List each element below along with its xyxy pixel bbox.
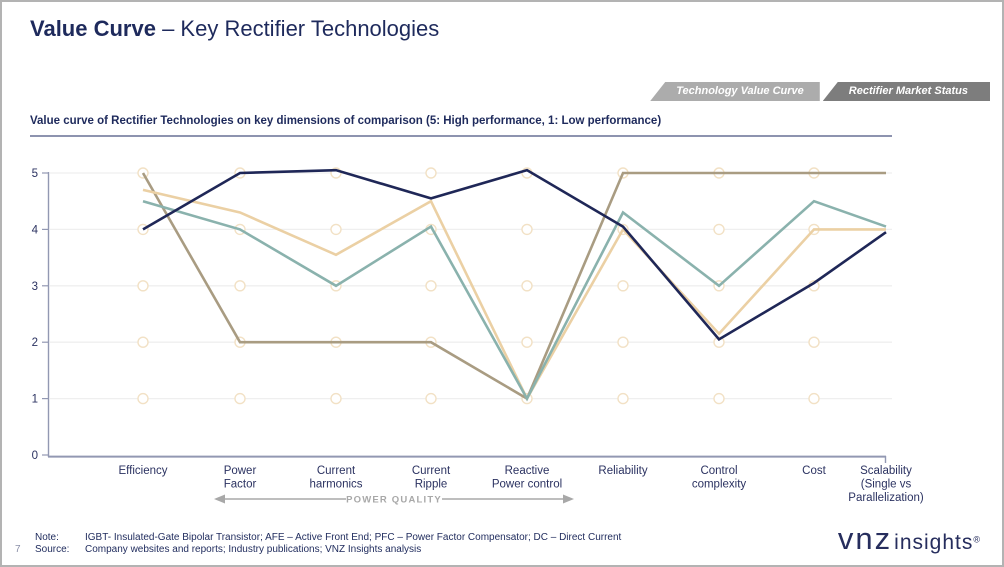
category-labels: Efficiency Power Factor Current harmonics Cur…	[118, 465, 923, 504]
marker-circle	[617, 280, 629, 292]
chart-subtitle: Value curve of Rectifier Technologies on…	[30, 115, 662, 127]
marker-circle	[808, 336, 820, 348]
y-tick-label: 4	[32, 224, 39, 236]
arrow-left-icon	[214, 494, 225, 504]
marker-circle	[234, 280, 246, 292]
category-label: Control complexity	[692, 465, 747, 491]
footnote-block: Note: IGBT- Insulated-Gate Bipolar Trans…	[15, 532, 621, 555]
series-layer	[141, 168, 887, 402]
category-label: Current harmonics	[309, 465, 362, 491]
category-label: Cost	[802, 465, 826, 477]
y-tick-label: 0	[32, 450, 38, 462]
category-label: Reliability	[598, 465, 647, 477]
logo-brand: vnz	[837, 521, 893, 556]
tab-rectifier-market-status[interactable]: Rectifier Market Status	[822, 82, 990, 101]
page-title-emphasis: Value Curve	[30, 16, 156, 41]
page-number: 7	[15, 544, 21, 555]
category-label: Power Factor	[224, 465, 257, 491]
y-tick-label: 3	[32, 281, 38, 293]
view-tabs: Technology Value Curve Rectifier Market …	[650, 82, 990, 101]
marker-circle	[234, 392, 246, 405]
marker-circle	[137, 392, 149, 405]
marker-circle	[713, 392, 725, 405]
y-tick-labels: 0 1 2 3 4 5	[32, 168, 39, 462]
series-line-navy	[142, 168, 887, 342]
note-label: Note:	[35, 532, 59, 543]
marker-circle	[425, 280, 437, 292]
marker-circle	[521, 223, 533, 236]
marker-circle	[330, 223, 342, 236]
marker-circle	[617, 336, 629, 348]
category-label: Reactive Power control	[492, 465, 562, 491]
marker-circle	[137, 336, 149, 348]
registered-mark-icon: ®	[973, 534, 980, 545]
tab-technology-value-curve[interactable]: Technology Value Curve	[650, 82, 820, 101]
y-tick-label: 1	[32, 394, 38, 406]
series-line-tan	[142, 188, 886, 402]
marker-circle	[137, 280, 149, 292]
marker-circle	[808, 392, 820, 405]
source-label: Source:	[35, 544, 70, 555]
marker-circle	[713, 336, 725, 348]
marker-circle	[330, 392, 342, 405]
logo-suffix: insights	[894, 531, 974, 554]
marker-circle	[521, 280, 533, 292]
chart-subtitle-rule: Value curve of Rectifier Technologies on…	[30, 111, 892, 137]
category-label: Efficiency	[118, 465, 167, 477]
category-label: Scalability (Single vs Parallelization)	[848, 465, 924, 504]
marker-circle	[425, 167, 437, 179]
marker-circle	[713, 223, 725, 236]
note-text: IGBT- Insulated-Gate Bipolar Transistor;…	[85, 532, 622, 543]
series-line-teal	[142, 199, 887, 402]
power-quality-axis-annotation: POWER QUALITY	[214, 494, 574, 506]
vnz-insights-logo: vnzinsights®	[838, 521, 980, 557]
power-quality-label: POWER QUALITY	[346, 495, 442, 506]
marker-circle	[425, 392, 437, 405]
y-tick-label: 5	[32, 168, 38, 180]
footnote-spacer	[15, 532, 29, 543]
arrow-right-icon	[563, 494, 574, 504]
page-title-rest: – Key Rectifier Technologies	[162, 16, 440, 41]
y-tick-label: 2	[32, 337, 38, 349]
marker-circle	[617, 392, 629, 405]
category-label: Current Ripple	[412, 465, 451, 491]
source-text: Company websites and reports; Industry p…	[85, 544, 422, 555]
page-title: Value Curve – Key Rectifier Technologies	[30, 16, 439, 42]
marker-circle	[521, 336, 533, 348]
